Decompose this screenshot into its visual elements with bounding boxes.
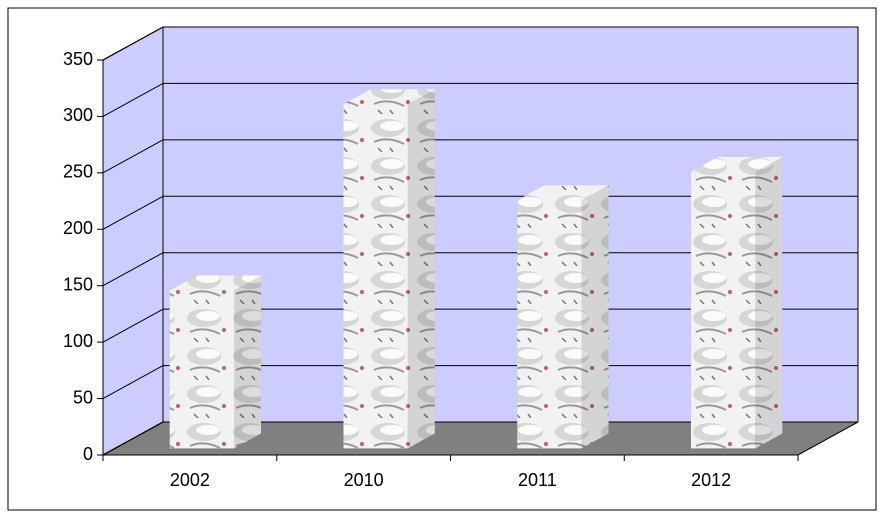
side-grid-line: [102, 365, 164, 400]
bar: [517, 200, 582, 449]
bar-side-shade: [755, 157, 783, 449]
bar-side: [407, 89, 435, 449]
side-grid-line: [102, 195, 164, 230]
bar-side-shade: [407, 89, 435, 449]
bar-top: [690, 157, 783, 172]
bar-side-shade: [234, 275, 262, 449]
side-grid-line: [102, 26, 164, 61]
bar-side-shade: [581, 185, 609, 449]
y-tick-label: 250: [63, 162, 93, 182]
side-grid-line: [102, 139, 164, 174]
bar: [169, 290, 235, 449]
x-tick-label: 2002: [170, 470, 210, 490]
x-tick-label: 2012: [691, 470, 731, 490]
y-tick-label: 100: [63, 331, 93, 351]
y-tick-label: 350: [63, 49, 93, 69]
side-grid-line: [102, 421, 164, 456]
bar-top: [343, 89, 435, 105]
bar-side: [755, 157, 783, 449]
y-tick-label: 150: [63, 274, 93, 294]
y-tick-label: 0: [83, 444, 93, 464]
bar-side: [581, 185, 609, 449]
bar-top: [169, 275, 262, 291]
y-tick-label: 200: [63, 218, 93, 238]
bar-top: [517, 185, 609, 201]
side-grid-line: [102, 308, 164, 343]
bar: [343, 104, 408, 449]
x-tick-label: 2010: [344, 470, 384, 490]
side-grid-line: [102, 252, 164, 287]
bar: [690, 171, 756, 449]
y-tick-label: 300: [63, 105, 93, 125]
chart-border: [7, 7, 877, 511]
bar-side: [234, 275, 262, 449]
side-grid-line: [102, 82, 164, 117]
side-wall: [102, 26, 164, 456]
x-tick-label: 2011: [518, 470, 557, 490]
y-tick-label: 50: [73, 387, 93, 407]
